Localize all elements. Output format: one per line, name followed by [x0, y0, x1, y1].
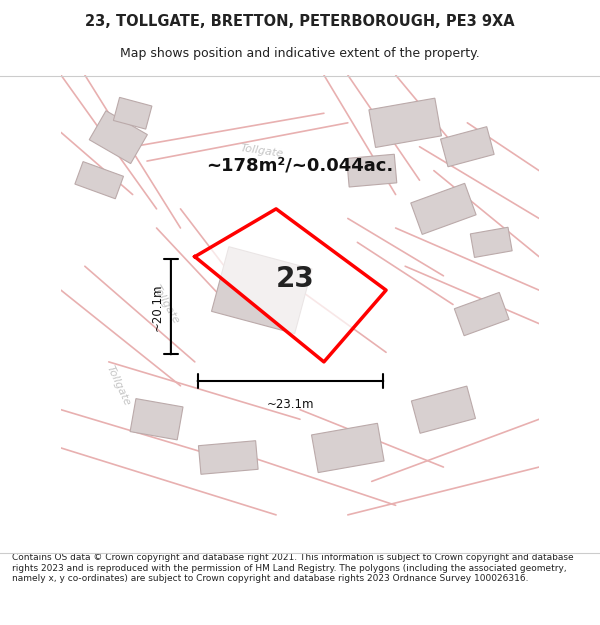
Polygon shape	[412, 386, 475, 433]
Polygon shape	[75, 162, 124, 199]
Text: 23: 23	[276, 266, 314, 293]
Polygon shape	[369, 98, 442, 148]
Polygon shape	[195, 209, 386, 362]
Text: ~178m²/~0.044ac.: ~178m²/~0.044ac.	[206, 157, 394, 175]
Text: ~23.1m: ~23.1m	[266, 398, 314, 411]
Polygon shape	[212, 247, 312, 334]
Polygon shape	[311, 423, 384, 472]
Text: Tollgate: Tollgate	[239, 144, 284, 159]
Polygon shape	[440, 127, 494, 167]
Text: ~20.1m: ~20.1m	[151, 283, 164, 331]
Text: 23, TOLLGATE, BRETTON, PETERBOROUGH, PE3 9XA: 23, TOLLGATE, BRETTON, PETERBOROUGH, PE3…	[85, 14, 515, 29]
Polygon shape	[89, 111, 148, 164]
Polygon shape	[347, 154, 397, 187]
Polygon shape	[113, 98, 152, 129]
Text: Contains OS data © Crown copyright and database right 2021. This information is : Contains OS data © Crown copyright and d…	[12, 553, 574, 583]
Polygon shape	[411, 183, 476, 234]
Polygon shape	[454, 292, 509, 336]
Polygon shape	[199, 441, 258, 474]
Text: Tollgate: Tollgate	[104, 364, 132, 408]
Text: Tollgate: Tollgate	[151, 283, 181, 326]
Text: Map shows position and indicative extent of the property.: Map shows position and indicative extent…	[120, 48, 480, 61]
Polygon shape	[470, 228, 512, 258]
Polygon shape	[130, 399, 183, 440]
